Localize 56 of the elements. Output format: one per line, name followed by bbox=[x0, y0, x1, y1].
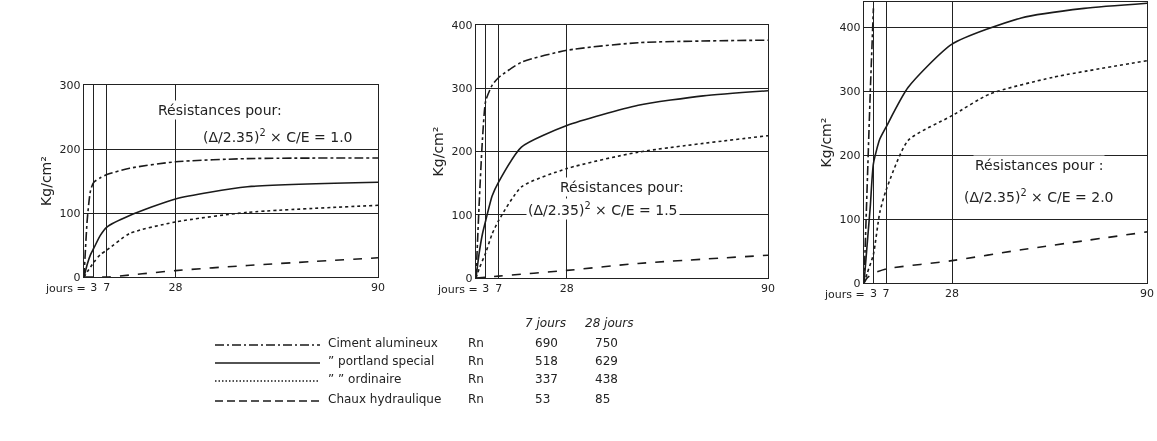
data-label: 53 bbox=[535, 392, 551, 406]
x-tick-label: 28 bbox=[945, 287, 960, 301]
data-label: 438 bbox=[595, 372, 618, 386]
x-tick-label: 90 bbox=[1140, 287, 1154, 301]
x-tick-label: 7 bbox=[495, 282, 503, 296]
y-tick-label: 300 bbox=[839, 85, 861, 99]
data-label: 85 bbox=[595, 392, 611, 406]
x-axis-title: jours = bbox=[824, 288, 865, 301]
data-label: 337 bbox=[535, 372, 558, 386]
data-label: 629 bbox=[595, 354, 618, 368]
data-label: 750 bbox=[595, 336, 618, 350]
x-tick-label: 28 bbox=[559, 282, 574, 296]
x-tick-label: 3 bbox=[482, 282, 490, 296]
x-axis-title: jours = bbox=[437, 283, 478, 296]
text: Rn bbox=[468, 392, 484, 406]
annotation: Résistances pour: bbox=[158, 102, 282, 118]
y-tick-label: 100 bbox=[451, 208, 473, 222]
y-tick-label: 300 bbox=[451, 82, 473, 96]
category-label: ” portland special bbox=[328, 354, 435, 368]
x-tick-label: 3 bbox=[90, 281, 98, 295]
data-label: 518 bbox=[535, 354, 558, 368]
text: Rn bbox=[468, 336, 484, 350]
y-tick-label: 100 bbox=[59, 206, 81, 220]
category-label: ” ” ordinaire bbox=[328, 372, 402, 386]
y-tick-label: 200 bbox=[451, 145, 473, 159]
y-tick-label: 400 bbox=[839, 21, 861, 35]
y-axis-title: Kg/cm² bbox=[430, 126, 447, 177]
y-tick-label: 400 bbox=[451, 18, 473, 32]
y-tick-label: 100 bbox=[839, 212, 861, 226]
text: 28 jours bbox=[585, 316, 634, 330]
data-label: 690 bbox=[535, 336, 558, 350]
x-tick-label: 7 bbox=[882, 287, 890, 301]
y-tick-label: 200 bbox=[839, 149, 861, 163]
annotation: (Δ/2.35)$^{2}$ × C/E = 1.0 bbox=[203, 127, 353, 145]
annotation: Résistances pour: bbox=[560, 179, 684, 195]
y-axis-title: Kg/cm² bbox=[38, 156, 55, 206]
x-axis-title: jours = bbox=[45, 282, 86, 295]
annotation: (Δ/2.35)$^{2}$ × C/E = 2.0 bbox=[964, 187, 1114, 205]
annotation: (Δ/2.35)$^{2}$ × C/E = 1.5 bbox=[528, 200, 678, 218]
x-tick-label: 3 bbox=[869, 287, 877, 301]
y-tick-label: 200 bbox=[59, 142, 81, 156]
x-tick-label: 90 bbox=[761, 282, 775, 296]
x-tick-label: 90 bbox=[371, 281, 385, 295]
text: 7 jours bbox=[525, 316, 566, 330]
y-tick-label: 300 bbox=[59, 78, 81, 92]
y-tick-label: 0 bbox=[73, 270, 81, 284]
y-tick-label: 0 bbox=[465, 271, 473, 285]
y-tick-label: 0 bbox=[853, 276, 861, 290]
y-axis-title: Kg/cm² bbox=[818, 117, 835, 168]
x-tick-label: 28 bbox=[168, 281, 183, 295]
category-label: Ciment alumineux bbox=[328, 336, 438, 350]
text: Rn bbox=[468, 354, 484, 368]
text: Rn bbox=[468, 372, 484, 386]
annotation: Résistances pour : bbox=[975, 157, 1104, 173]
x-tick-label: 7 bbox=[103, 281, 111, 295]
category-label: Chaux hydraulique bbox=[328, 392, 442, 406]
